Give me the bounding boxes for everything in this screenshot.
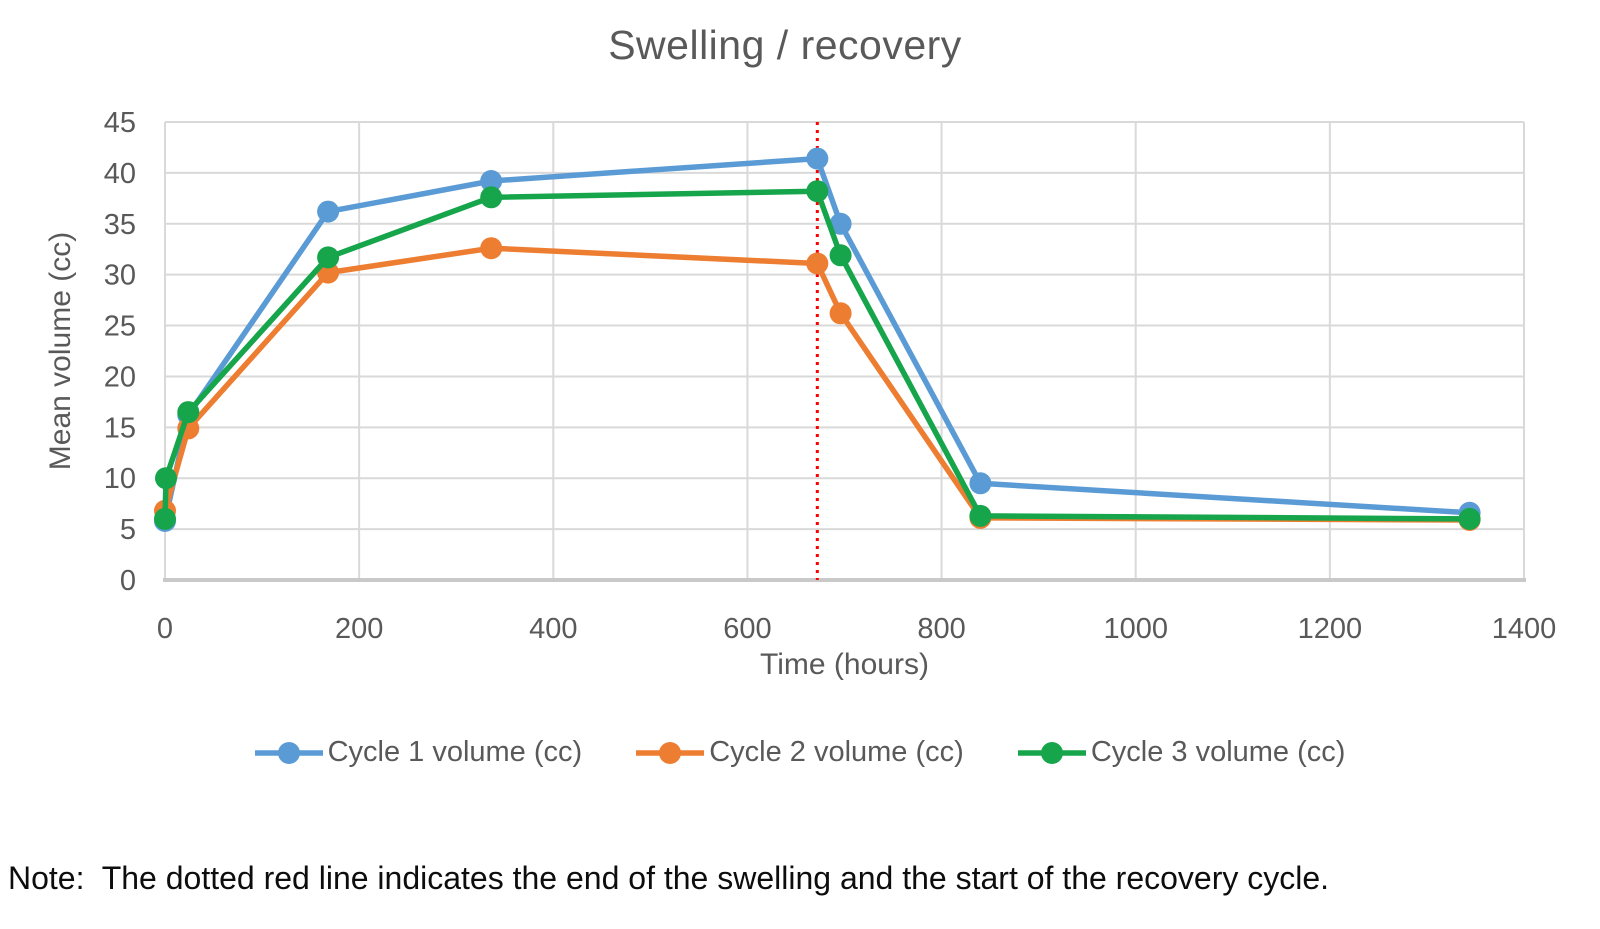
- y-axis-title: Mean volume (cc): [44, 232, 77, 470]
- x-tick-label: 1000: [1103, 613, 1168, 645]
- data-point-cycle-1: [969, 472, 992, 495]
- data-point-cycle-3: [177, 401, 200, 424]
- data-point-cycle-3: [317, 246, 340, 269]
- y-tick-label: 35: [104, 209, 136, 241]
- data-point-cycle-1: [806, 147, 829, 170]
- legend-label: Cycle 1 volume (cc): [327, 736, 583, 768]
- line-chart: 0 5 10 15 20 25 30 35 40 45 0 200 400 600 800 1000 1200 1…: [44, 107, 1557, 681]
- legend-marker-icon: [254, 741, 323, 764]
- data-point-cycle-1: [480, 170, 503, 192]
- x-tick-label: 1200: [1298, 613, 1363, 645]
- data-point-cycle-3: [480, 186, 503, 209]
- data-point-cycle-3: [154, 507, 176, 530]
- y-tick-label: 40: [104, 158, 136, 190]
- legend-item-cycle-3: Cycle 3 volume (cc): [1017, 736, 1346, 769]
- data-point-cycle-2: [829, 302, 852, 325]
- data-point-cycle-2: [806, 252, 829, 275]
- chart-title: Swelling / recovery: [608, 22, 962, 68]
- x-tick-label: 1400: [1492, 613, 1557, 645]
- data-point-cycle-1: [829, 212, 852, 235]
- y-tick-label: 30: [104, 260, 136, 292]
- legend-label: Cycle 2 volume (cc): [709, 736, 964, 768]
- y-tick-label: 45: [104, 107, 136, 139]
- y-tick-label: 10: [104, 463, 136, 495]
- x-tick-label: 800: [917, 613, 965, 645]
- y-tick-label: 15: [104, 412, 136, 444]
- x-tick-label: 0: [157, 613, 173, 645]
- data-point-cycle-3: [969, 504, 992, 527]
- x-tick-label: 600: [723, 613, 771, 645]
- data-point-cycle-2: [480, 237, 503, 260]
- legend-item-cycle-2: Cycle 2 volume (cc): [636, 736, 964, 769]
- series-line-cycle-1: [162, 155, 1473, 524]
- data-point-cycle-3: [155, 467, 177, 490]
- legend-item-cycle-1: Cycle 1 volume (cc): [254, 736, 583, 769]
- x-axis-title: Time (hours): [760, 648, 929, 681]
- chart-legend: Cycle 1 volume (cc) Cycle 2 volume (cc) Cy…: [0, 736, 1600, 769]
- data-point-cycle-3: [829, 244, 852, 267]
- y-tick-label: 20: [104, 361, 136, 393]
- data-point-cycle-1: [317, 200, 340, 223]
- data-point-cycle-3: [1458, 507, 1481, 530]
- y-tick-label: 25: [104, 311, 136, 343]
- legend-marker-icon: [1017, 741, 1086, 764]
- x-tick-label: 200: [335, 613, 383, 645]
- note-text: Note: The dotted red line indicates the …: [8, 860, 1330, 896]
- legend-marker-icon: [636, 741, 705, 764]
- y-tick-label: 0: [120, 565, 136, 597]
- series-line-cycle-2: [162, 245, 1473, 523]
- data-point-cycle-3: [806, 180, 829, 203]
- x-tick-label: 400: [529, 613, 577, 645]
- legend-label: Cycle 3 volume (cc): [1090, 736, 1346, 768]
- y-tick-label: 5: [120, 514, 136, 546]
